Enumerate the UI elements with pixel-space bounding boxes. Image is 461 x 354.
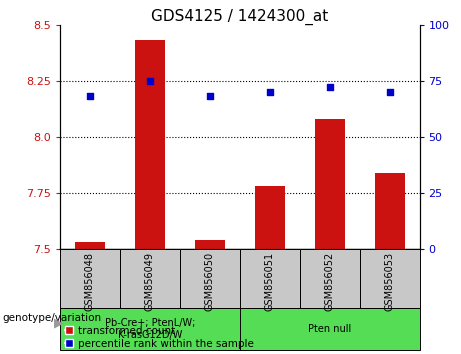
FancyBboxPatch shape [120, 249, 180, 308]
Legend: transformed count, percentile rank within the sample: transformed count, percentile rank withi… [65, 326, 254, 349]
Text: GSM856050: GSM856050 [205, 252, 215, 311]
Text: GSM856053: GSM856053 [384, 252, 395, 311]
Bar [75, 242, 105, 249]
Bar [374, 172, 405, 249]
Bar [135, 40, 165, 249]
Text: GSM856051: GSM856051 [265, 252, 275, 311]
Bar [254, 186, 284, 249]
Text: GSM856049: GSM856049 [145, 252, 155, 311]
Text: GSM856052: GSM856052 [325, 252, 335, 311]
Point [206, 93, 213, 99]
Point [146, 78, 154, 84]
Point [326, 85, 333, 90]
Title: GDS4125 / 1424300_at: GDS4125 / 1424300_at [151, 8, 328, 25]
FancyBboxPatch shape [240, 308, 420, 350]
FancyBboxPatch shape [360, 249, 420, 308]
FancyBboxPatch shape [180, 249, 240, 308]
FancyBboxPatch shape [240, 249, 300, 308]
Text: genotype/variation: genotype/variation [2, 313, 101, 323]
Point [386, 89, 393, 95]
FancyBboxPatch shape [60, 308, 240, 350]
Text: Pten null: Pten null [308, 324, 351, 334]
FancyBboxPatch shape [300, 249, 360, 308]
Bar [314, 119, 345, 249]
FancyBboxPatch shape [60, 249, 120, 308]
Text: ▶: ▶ [54, 316, 64, 329]
Text: GSM856048: GSM856048 [85, 252, 95, 311]
Text: Pb-Cre+; PtenL/W;
K-rasG12D/W: Pb-Cre+; PtenL/W; K-rasG12D/W [105, 318, 195, 340]
Bar [195, 240, 225, 249]
Point [86, 93, 94, 99]
Point [266, 89, 273, 95]
